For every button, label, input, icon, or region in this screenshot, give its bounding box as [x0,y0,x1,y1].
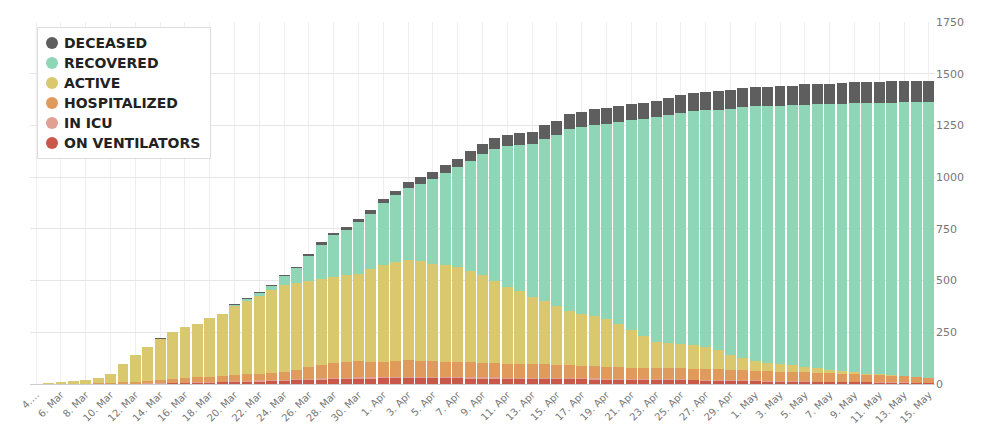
svg-text:15. Apr: 15. Apr [528,389,562,423]
svg-text:5. May: 5. May [778,389,809,420]
svg-text:29. Apr: 29. Apr [702,389,736,423]
svg-text:14. Mar: 14. Mar [131,389,166,424]
svg-text:7. May: 7. May [803,389,834,420]
html-text:IN ICU: IN ICU [64,115,113,131]
svg-text:20. Mar: 20. Mar [205,389,240,424]
svg-text:28. Mar: 28. Mar [304,389,339,424]
svg-text:13. Apr: 13. Apr [504,389,538,423]
svg-text:16. Mar: 16. Mar [155,389,190,424]
svg-text:13. May: 13. May [873,389,909,425]
svg-text:11. May: 11. May [848,389,884,425]
svg-text:24. Mar: 24. Mar [254,389,289,424]
html-text:ACTIVE: ACTIVE [64,75,121,91]
svg-text:25. Apr: 25. Apr [652,389,686,423]
svg-text:21. Apr: 21. Apr [603,389,637,423]
svg-text:8. Mar: 8. Mar [61,389,92,420]
svg-text:500: 500 [936,274,957,287]
svg-text:15. May: 15. May [898,389,934,425]
svg-text:0: 0 [936,378,943,391]
svg-text:23. Apr: 23. Apr [627,389,661,423]
svg-text:7. Apr: 7. Apr [434,389,464,419]
svg-text:1500: 1500 [936,68,964,81]
svg-text:18. Mar: 18. Mar [180,389,215,424]
svg-text:11. Apr: 11. Apr [479,389,513,423]
html-text:DECEASED: DECEASED [64,35,148,51]
svg-text:9. May: 9. May [828,389,859,420]
svg-text:12. Mar: 12. Mar [106,389,141,424]
html-text:ON VENTILATORS: ON VENTILATORS [64,135,201,151]
svg-text:1250: 1250 [936,119,964,132]
html-text:RECOVERED: RECOVERED [64,55,159,71]
svg-text:30. Mar: 30. Mar [329,389,364,424]
svg-text:3. May: 3. May [754,389,785,420]
svg-text:250: 250 [936,326,957,339]
svg-text:22. Mar: 22. Mar [230,389,265,424]
svg-text:10. Mar: 10. Mar [81,389,116,424]
svg-text:9. Apr: 9. Apr [458,389,488,419]
svg-text:19. Apr: 19. Apr [578,389,612,423]
svg-text:3. Apr: 3. Apr [384,389,414,419]
svg-text:26. Mar: 26. Mar [279,389,314,424]
svg-text:1. Apr: 1. Apr [359,389,389,419]
svg-text:1750: 1750 [936,16,964,29]
svg-text:17. Apr: 17. Apr [553,389,587,423]
svg-text:1000: 1000 [936,171,964,184]
svg-text:27. Apr: 27. Apr [677,389,711,423]
svg-text:6. Mar: 6. Mar [36,389,67,420]
svg-text:4.…: 4.… [20,389,42,411]
svg-text:1. May: 1. May [729,389,760,420]
svg-text:750: 750 [936,223,957,236]
html-text:HOSPITALIZED: HOSPITALIZED [64,95,178,111]
svg-text:5. Apr: 5. Apr [409,389,439,419]
